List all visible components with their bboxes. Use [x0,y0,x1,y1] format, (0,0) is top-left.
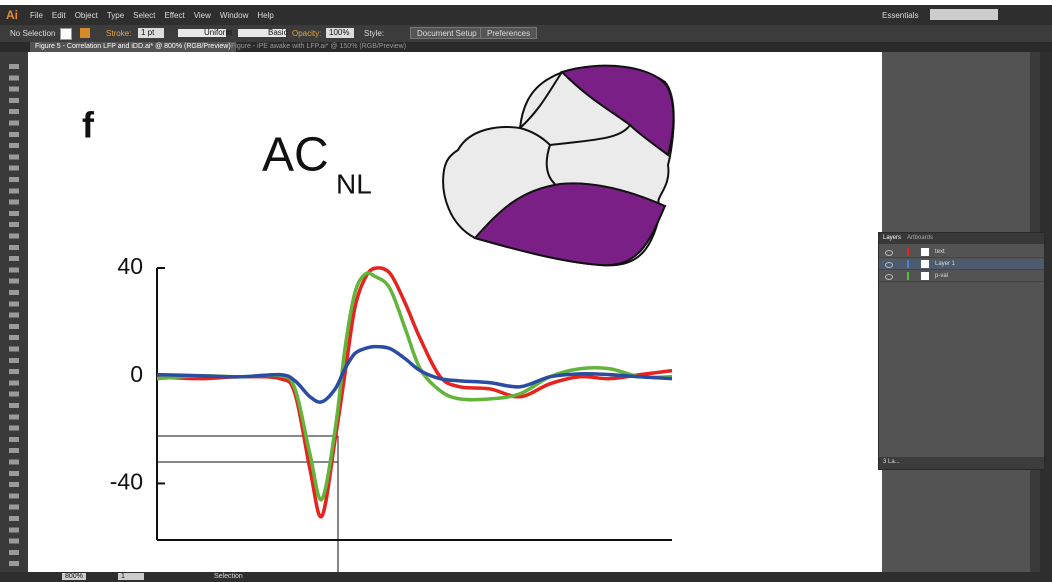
layer-color [907,272,909,280]
menu-item[interactable]: Edit [52,11,66,20]
style-label: Style: [364,29,384,38]
visibility-toggle[interactable] [885,262,893,268]
status-bar: 800% 1 Selection [0,572,1052,582]
opacity-label[interactable]: Opacity: [292,29,321,38]
layer-color [907,260,909,268]
visibility-toggle[interactable] [885,274,893,280]
illustrator-window: Ai File Edit Object Type Select Effect View Win… [0,0,1052,582]
menu-item[interactable]: Type [107,11,124,20]
control-bar: No Selection Stroke: 1 pt Uniform Basic … [0,25,1052,43]
current-tool: Selection [214,573,243,580]
menu-item[interactable]: Select [133,11,155,20]
document-setup-button[interactable]: Document Setup [410,27,484,39]
menu-item[interactable]: View [194,11,211,20]
menu-item[interactable]: Effect [164,11,184,20]
preferences-button[interactable]: Preferences [480,27,537,39]
layer-thumbnail [921,272,929,280]
stroke-label[interactable]: Stroke: [106,29,131,38]
y-tick-label: 40 [117,253,143,279]
menu-bar: Ai File Edit Object Type Select Effect View Win… [0,0,1052,25]
stroke-weight[interactable]: 1 pt [138,28,164,38]
menu-item[interactable]: Help [257,11,273,20]
menu-item[interactable]: File [30,11,43,20]
menu-item[interactable]: Object [75,11,98,20]
menu-item[interactable]: Window [220,11,248,20]
workspace-switcher[interactable]: Essentials [882,11,918,20]
variable-width-profile[interactable]: Uniform [178,29,226,37]
zoom-level[interactable]: 800% [62,573,86,580]
visibility-toggle[interactable] [885,250,893,256]
layer-color [907,248,909,256]
panel-label: f [82,105,95,146]
artboard-number[interactable]: 1 [118,573,144,580]
artboards-tab[interactable]: Artboards [907,235,933,241]
layer-name: text [935,249,945,255]
layer-row[interactable]: p-val [879,271,1044,282]
stroke-swatch[interactable] [80,28,90,38]
layer-row[interactable]: text [879,247,1044,258]
y-tick-label: -40 [110,469,143,495]
layers-panel-footer: 3 La... [879,457,1044,469]
layer-thumbnail [921,248,929,256]
layer-row[interactable]: Layer 1 [879,259,1044,270]
layers-panel: Layers Artboards text Layer 1 p-val 3 La..… [878,232,1045,470]
document-tabs: Figure 5 - Correlation LFP and iDD.ai* @… [0,42,1052,52]
layers-panel-header: Layers Artboards [879,233,1044,244]
layer-thumbnail [921,260,929,268]
layers-tab[interactable]: Layers [883,235,901,241]
app-logo[interactable]: Ai [6,8,18,22]
fill-swatch[interactable] [60,28,72,40]
document-tab[interactable]: Figure - iPE awake with LFP.ai* @ 150% (… [226,42,411,52]
layer-name: Layer 1 [935,261,955,267]
figure-title-subscript: NL [336,168,372,199]
search-box[interactable] [930,9,998,20]
y-tick-label: 0 [130,361,143,387]
tools-panel[interactable] [0,52,28,572]
layer-name: p-val [935,273,948,279]
figure-title: AC [262,129,329,182]
selection-status: No Selection [10,29,55,38]
layer-count: 3 La... [883,459,900,465]
opacity-field[interactable]: 100% [326,28,354,38]
artboard: f AC NL 40 0 -40 [28,52,882,572]
document-tab-active[interactable]: Figure 5 - Correlation LFP and iDD.ai* @… [30,42,236,52]
brush-definition[interactable]: Basic [238,29,286,37]
menu-items: File Edit Object Type Select Effect View Window… [30,11,274,20]
